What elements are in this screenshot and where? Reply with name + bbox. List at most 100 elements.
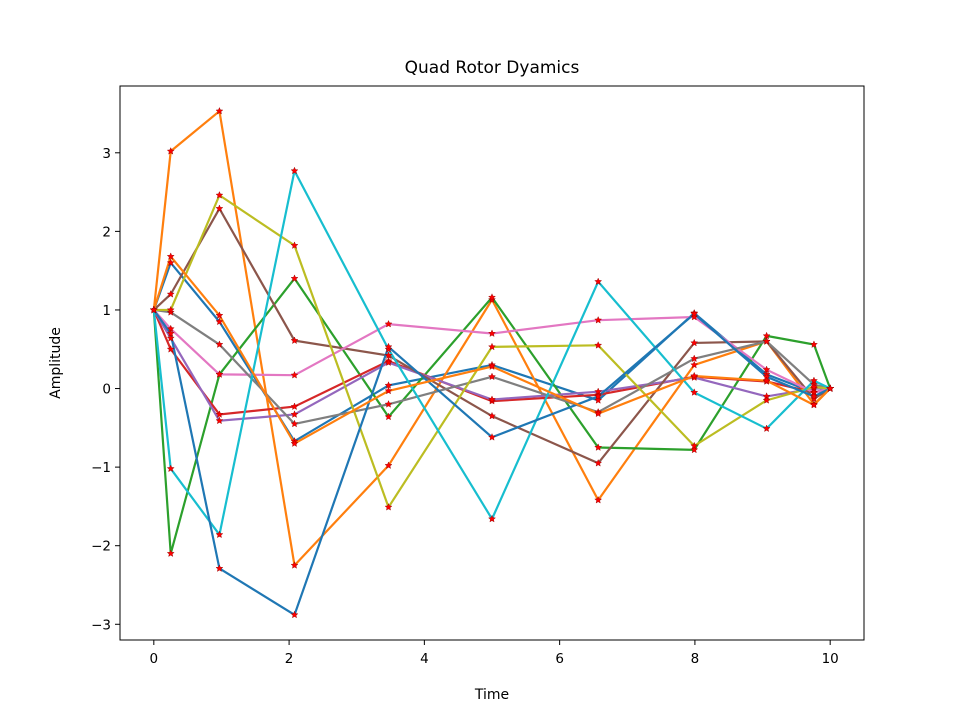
- data-point-s5-2: [166, 334, 175, 342]
- y-axis: −3 −2 −1 0 1 2 3: [91, 146, 120, 633]
- data-point-s11-2: [166, 329, 175, 337]
- data-point-s6-3: [215, 204, 224, 212]
- data-point-s10-10: [810, 376, 818, 385]
- chart-title: Quad Rotor Dyamics: [405, 58, 580, 78]
- data-point-s6-6: [488, 411, 496, 420]
- data-point-s10-3: [215, 530, 224, 539]
- data-point-s3-2: [166, 549, 175, 557]
- data-point-s7-5: [384, 319, 393, 328]
- data-point-s6-8: [690, 338, 699, 347]
- data-point-s9-6: [488, 342, 496, 351]
- data-point-s7-6: [488, 329, 496, 337]
- data-point-s12-9: [762, 376, 771, 385]
- data-point-s4-3: [215, 410, 224, 418]
- data-point-s5-6: [488, 395, 496, 403]
- data-point-s6-5: [384, 351, 393, 359]
- data-point-s11-5: [384, 342, 393, 351]
- data-point-s10-9: [762, 424, 771, 432]
- data-point-s9-10: [810, 382, 818, 391]
- data-point-s2-6: [488, 295, 496, 304]
- data-point-s6-2: [166, 290, 175, 298]
- y-tick-label: −2: [91, 539, 111, 555]
- x-axis-label: Time: [474, 687, 509, 703]
- y-tick-label: 1: [102, 303, 111, 319]
- data-point-s9-4: [290, 241, 299, 249]
- data-point-s12-7: [594, 409, 603, 418]
- data-point-s9-2: [166, 305, 175, 314]
- data-point-s7-8: [690, 312, 699, 321]
- data-point-s2-2: [166, 147, 175, 155]
- x-tick-label: 6: [555, 651, 564, 667]
- data-point-s10-7: [594, 277, 603, 286]
- data-point-s9-8: [690, 441, 699, 450]
- data-point-s3-6: [488, 293, 496, 301]
- data-point-s11-4: [290, 610, 299, 619]
- data-point-s2-4: [290, 561, 299, 569]
- data-point-s10-8: [690, 388, 699, 396]
- data-point-s9-9: [762, 396, 771, 404]
- data-point-s9-5: [384, 503, 393, 511]
- data-point-s4-4: [290, 402, 299, 410]
- data-point-s8-6: [488, 372, 496, 381]
- data-point-s9-7: [594, 341, 603, 349]
- data-point-s9-3: [215, 191, 224, 199]
- data-point-s11-10: [810, 392, 818, 400]
- data-point-s8-3: [215, 340, 224, 348]
- data-point-s10-6: [488, 514, 496, 523]
- data-point-s10-4: [290, 166, 299, 175]
- data-point-s4-2: [166, 345, 175, 353]
- data-point-s1-2: [166, 258, 175, 267]
- data-point-s2-3: [215, 107, 224, 115]
- data-point-s12-5: [384, 386, 393, 395]
- data-point-s12-3: [215, 311, 224, 319]
- data-point-s8-4: [290, 419, 299, 428]
- y-tick-label: −3: [91, 617, 111, 633]
- data-point-s3-10: [810, 340, 818, 348]
- data-point-s5-5: [384, 358, 393, 366]
- data-point-s5-3: [215, 416, 224, 425]
- data-point-s7-7: [594, 316, 603, 324]
- axes-frame: [119, 85, 865, 641]
- data-point-s3-7: [594, 443, 603, 451]
- data-point-s12-6: [488, 362, 496, 370]
- data-point-s7-9: [762, 365, 771, 374]
- x-tick-label: 0: [150, 651, 159, 667]
- data-point-s12-10: [810, 400, 818, 409]
- x-tick-label: 8: [691, 651, 700, 667]
- x-axis: 0 2 4 6 8 10: [150, 640, 839, 667]
- data-point-s7-3: [215, 370, 224, 378]
- series-line-2: [152, 109, 831, 568]
- y-tick-label: −1: [91, 460, 111, 476]
- data-point-s8-5: [384, 400, 393, 408]
- y-tick-label: 0: [102, 382, 111, 398]
- data-point-s3-5: [384, 412, 393, 421]
- data-point-s8-2: [166, 308, 175, 316]
- data-point-s3-8: [690, 445, 699, 454]
- marker-group: [149, 107, 835, 619]
- data-point-s8-8: [690, 354, 699, 363]
- y-axis-label: Amplitude: [48, 327, 64, 399]
- data-point-s12-8: [690, 371, 699, 380]
- data-point-s2-8: [690, 360, 699, 369]
- data-point-s11-6: [488, 433, 496, 441]
- y-tick-label: 3: [102, 146, 111, 162]
- data-point-s2-5: [384, 461, 393, 469]
- x-tick-label: 10: [822, 651, 839, 667]
- data-point-s12-1: [149, 305, 158, 314]
- data-point-s12-11: [826, 384, 835, 392]
- data-point-s3-4: [290, 274, 299, 282]
- data-point-s10-2: [166, 464, 175, 473]
- data-point-s12-2: [166, 252, 175, 260]
- data-point-s7-4: [290, 371, 299, 379]
- y-tick-label: 2: [102, 224, 111, 240]
- data-point-s1-3: [215, 317, 224, 326]
- data-point-s1-7: [594, 396, 603, 404]
- data-point-s11-8: [690, 309, 699, 318]
- x-tick-label: 2: [285, 651, 294, 667]
- data-point-s11-3: [215, 564, 224, 572]
- data-point-s6-4: [290, 336, 299, 344]
- data-point-s6-7: [594, 459, 603, 467]
- data-point-s11-7: [594, 392, 603, 400]
- data-point-s10-5: [384, 345, 393, 353]
